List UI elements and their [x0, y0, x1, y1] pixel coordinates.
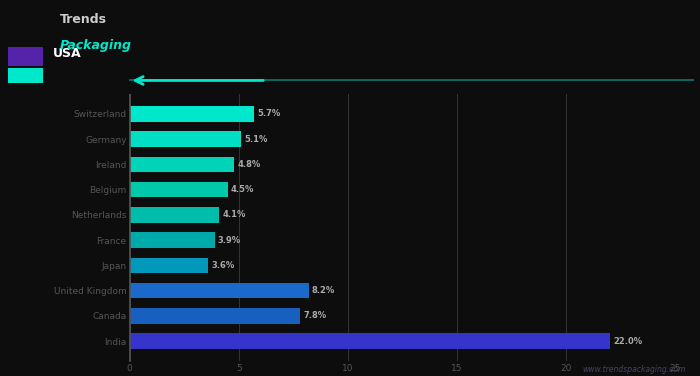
- Text: 3.9%: 3.9%: [218, 236, 241, 245]
- Bar: [130, 232, 215, 248]
- Bar: [130, 283, 309, 299]
- Bar: [130, 333, 610, 349]
- Text: 4.1%: 4.1%: [223, 210, 246, 219]
- Text: USA: USA: [52, 47, 81, 60]
- Bar: [130, 156, 234, 172]
- Text: 22.0%: 22.0%: [613, 337, 643, 346]
- Text: 5.1%: 5.1%: [244, 135, 267, 144]
- Text: 8.2%: 8.2%: [312, 286, 335, 295]
- Bar: [130, 182, 228, 197]
- Text: www.trendspackaging.com: www.trendspackaging.com: [582, 365, 686, 374]
- Bar: [130, 131, 241, 147]
- Text: 4.5%: 4.5%: [231, 185, 254, 194]
- Text: 4.8%: 4.8%: [237, 160, 261, 169]
- Text: Packaging: Packaging: [60, 39, 132, 53]
- Bar: [130, 207, 219, 223]
- Bar: [130, 258, 208, 273]
- Bar: [130, 106, 254, 122]
- Text: Trends: Trends: [60, 13, 106, 26]
- Text: 5.7%: 5.7%: [258, 109, 281, 118]
- Text: 7.8%: 7.8%: [303, 311, 326, 320]
- Bar: [130, 308, 300, 324]
- Text: 3.6%: 3.6%: [211, 261, 235, 270]
